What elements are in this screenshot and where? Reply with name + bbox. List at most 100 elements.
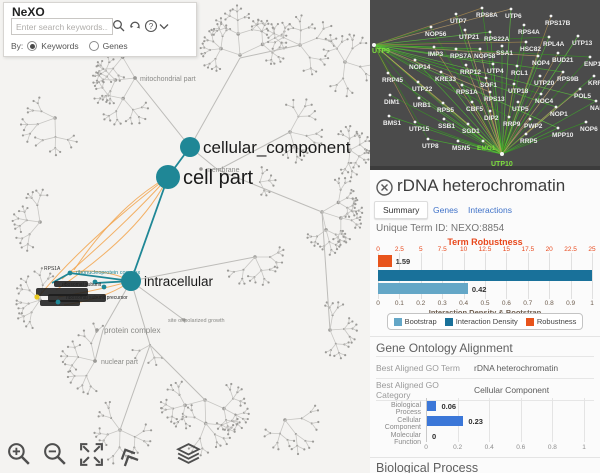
gene-label[interactable]: DIM1	[384, 99, 400, 106]
gene-label[interactable]: NOP4	[532, 60, 550, 67]
gene-label[interactable]: RPS7A	[450, 53, 472, 60]
gene-label[interactable]: RPS17B	[545, 20, 571, 27]
zoom-out-icon[interactable]	[42, 441, 69, 468]
gene-node[interactable]	[588, 55, 592, 59]
ontology-term-label[interactable]: ribosomal subunit precursor	[66, 295, 128, 301]
search-icon[interactable]	[112, 19, 126, 33]
gene-node[interactable]	[439, 70, 443, 74]
gene-node[interactable]	[413, 58, 417, 62]
gene-label[interactable]: RPS1A	[456, 89, 478, 96]
gene-node[interactable]	[578, 87, 582, 91]
gene-label[interactable]: SSB1	[438, 123, 455, 130]
tab-summary[interactable]: Summary	[374, 201, 429, 219]
gene-node[interactable]	[516, 100, 520, 104]
gene-hub-node[interactable]	[372, 43, 376, 47]
ontology-term-label[interactable]: membrane	[206, 167, 240, 174]
gene-node[interactable]	[512, 82, 516, 86]
gene-node[interactable]	[464, 63, 468, 67]
gene-label[interactable]: UTP18	[508, 88, 529, 95]
ontology-small-node[interactable]	[95, 328, 99, 332]
gene-label[interactable]: RRP9	[503, 121, 521, 128]
gene-node[interactable]	[507, 115, 511, 119]
gene-node[interactable]	[549, 14, 553, 18]
ontology-small-node[interactable]	[133, 76, 137, 80]
gene-node[interactable]	[561, 70, 565, 74]
gene-node[interactable]	[509, 7, 513, 11]
ontology-node-label[interactable]: cell part	[183, 167, 253, 189]
search-input[interactable]	[11, 18, 113, 35]
gene-node[interactable]	[500, 44, 504, 48]
gene-node[interactable]	[454, 12, 458, 16]
gene-node[interactable]	[556, 51, 560, 55]
gene-node[interactable]	[547, 35, 551, 39]
gene-node[interactable]	[481, 139, 485, 143]
gene-label[interactable]: RPS4A	[518, 29, 540, 36]
gene-label[interactable]: SGD1	[462, 128, 480, 135]
legend-item[interactable]: Bootstrap	[393, 317, 437, 326]
gene-node[interactable]	[426, 137, 430, 141]
gene-node[interactable]	[592, 74, 596, 78]
reset-icon[interactable]	[128, 19, 142, 33]
gene-node[interactable]	[388, 93, 392, 97]
gene-hub-node[interactable]	[500, 152, 504, 156]
gene-label[interactable]: UTP4	[487, 68, 504, 75]
legend-item[interactable]: Interaction Density	[444, 317, 518, 326]
gene-node[interactable]	[554, 105, 558, 109]
gene-hub-label[interactable]: UTP9	[372, 48, 390, 55]
gene-node[interactable]	[556, 126, 560, 130]
gene-label[interactable]: RPS9B	[557, 76, 579, 83]
gene-node[interactable]	[460, 83, 464, 87]
gene-node[interactable]	[387, 114, 391, 118]
ontology-term-label[interactable]: nuclear part	[101, 359, 138, 366]
gene-node[interactable]	[488, 90, 492, 94]
gene-label[interactable]: UTP5	[512, 106, 529, 113]
ontology-small-node[interactable]	[93, 359, 97, 363]
gene-label[interactable]: MSN5	[452, 145, 470, 152]
gene-node[interactable]	[456, 139, 460, 143]
gene-node[interactable]	[522, 23, 526, 27]
ontology-canvas[interactable]: mitochondrial part membrane protein comple…	[0, 0, 370, 473]
gene-label[interactable]: ENP1	[584, 61, 600, 68]
gene-node[interactable]	[488, 30, 492, 34]
gene-node[interactable]	[470, 100, 474, 104]
ontology-mini-node[interactable]	[101, 284, 107, 290]
gene-label[interactable]: NOP58	[474, 53, 496, 60]
gene-label[interactable]: NOP1	[550, 111, 568, 118]
collapse-icon[interactable]	[114, 441, 141, 468]
ontology-node[interactable]	[156, 165, 180, 189]
ontology-term-label[interactable]: ribosomal subunit	[62, 282, 102, 288]
gene-label[interactable]: KRE33	[435, 76, 456, 83]
gene-node[interactable]	[491, 62, 495, 66]
fit-view-icon[interactable]	[78, 441, 105, 468]
layers-icon[interactable]	[175, 441, 202, 468]
zoom-in-icon[interactable]	[6, 441, 33, 468]
gene-node[interactable]	[576, 34, 580, 38]
gene-label[interactable]: RPL4A	[543, 41, 565, 48]
ontology-term-label[interactable]: RPS1A	[44, 266, 61, 272]
gene-node[interactable]	[528, 117, 532, 121]
gene-node[interactable]	[429, 25, 433, 29]
ontology-term-label[interactable]: mitochondrial part	[140, 76, 196, 83]
ontology-small-node[interactable]	[199, 167, 203, 171]
gene-node[interactable]	[432, 45, 436, 49]
gene-label[interactable]: URB1	[413, 102, 431, 109]
radio-genes[interactable]	[88, 41, 99, 51]
gene-node[interactable]	[488, 109, 492, 113]
gene-node[interactable]	[413, 120, 417, 124]
gene-label[interactable]: KRR1	[588, 80, 600, 87]
gene-hub-label[interactable]: UTP10	[491, 161, 513, 168]
gene-label[interactable]: RPS13	[484, 96, 505, 103]
gene-node[interactable]	[584, 120, 588, 124]
gene-label[interactable]: EMG1	[477, 145, 496, 152]
ontology-node-label[interactable]: intracellular	[144, 274, 214, 289]
gene-label[interactable]: BMS1	[383, 120, 401, 127]
ontology-node-label[interactable]: cellular_component	[203, 138, 351, 157]
ontology-mini-node[interactable]	[92, 279, 98, 285]
gene-label[interactable]: DIP2	[484, 115, 499, 122]
gene-node[interactable]	[463, 28, 467, 32]
gene-label[interactable]: UTP20	[534, 80, 555, 87]
gene-label[interactable]: POL5	[574, 93, 591, 100]
gene-label[interactable]: UTP15	[409, 126, 430, 133]
gene-label[interactable]: UTP6	[505, 13, 522, 20]
gene-label[interactable]: CBF5	[466, 106, 483, 113]
